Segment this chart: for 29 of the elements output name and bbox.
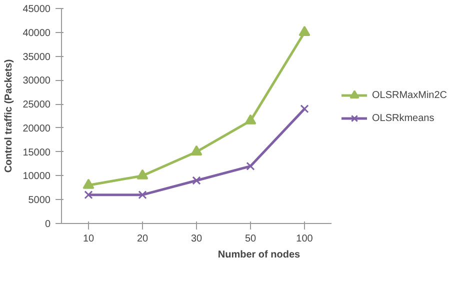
point <box>82 178 94 189</box>
legend-label: OLSRMaxMin2C <box>372 90 448 100</box>
y-tick-label: 40000 <box>22 28 51 39</box>
y-tick-label: 30000 <box>22 76 51 87</box>
point <box>244 114 256 124</box>
point <box>300 104 309 114</box>
y-tick-label: 45000 <box>22 4 51 15</box>
x-axis-title: Number of nodes <box>218 250 301 260</box>
point <box>190 145 202 156</box>
y-tick-label: 5000 <box>28 195 51 206</box>
y-tick-label: 15000 <box>22 147 51 158</box>
y-axis-title: Control traffic (Packets) <box>4 59 15 173</box>
y-tick-label: 0 <box>44 219 51 230</box>
y-tick-label: 20000 <box>22 123 51 134</box>
legend-label: OLSRkmeans <box>372 112 434 124</box>
y-tick-label: 10000 <box>22 171 51 182</box>
x-tick-label: 20 <box>136 234 148 244</box>
x-tick-label: 50 <box>244 234 256 244</box>
x-tick-label: 30 <box>190 234 202 244</box>
x-tick-label: 10 <box>82 234 94 244</box>
point <box>192 176 201 185</box>
y-tick-label: 25000 <box>22 100 51 111</box>
point <box>298 26 310 36</box>
x-tick-label: 100 <box>296 234 314 244</box>
point <box>84 190 93 200</box>
y-tick-label: 35000 <box>22 52 51 63</box>
point <box>136 169 148 180</box>
point <box>138 190 147 200</box>
point <box>246 162 255 170</box>
